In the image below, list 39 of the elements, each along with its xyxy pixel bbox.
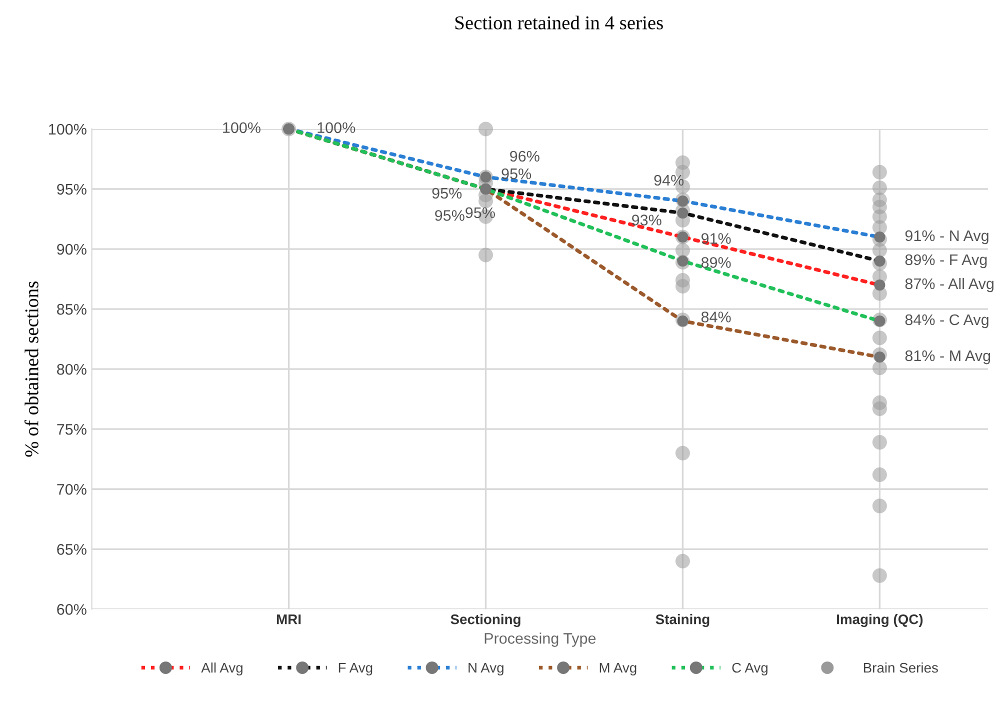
data-label: 95% xyxy=(466,207,495,218)
chart-title: Section retained in 4 series xyxy=(455,16,663,30)
y-tick-label: 60% xyxy=(57,604,86,615)
legend-label: F Avg xyxy=(338,662,372,676)
x-tick-label: Sectioning xyxy=(450,614,520,628)
y-axis-title: % of obtained sections xyxy=(24,281,38,457)
y-tick-label: 65% xyxy=(57,544,86,555)
data-label: 94% xyxy=(654,174,684,186)
y-tick-label: 70% xyxy=(57,484,86,495)
data-label: 89% xyxy=(701,257,731,268)
data-label: 89% - F Avg xyxy=(905,254,987,268)
x-tick-label: MRI xyxy=(276,614,301,624)
legend-label: All Avg xyxy=(201,662,242,676)
legend-label: Brain Series xyxy=(864,662,938,673)
y-tick-label: 95% xyxy=(57,184,86,195)
y-tick-label: 75% xyxy=(57,424,86,435)
x-tick-label: Imaging (QC) xyxy=(837,614,923,628)
y-tick-label: 85% xyxy=(57,304,86,315)
y-tick-label: 100% xyxy=(49,124,86,135)
data-label: 95% xyxy=(502,168,532,180)
x-axis-title: Processing Type xyxy=(484,632,596,647)
data-label: 91% - N Avg xyxy=(905,230,988,244)
data-label: 95% xyxy=(432,188,462,199)
data-label: 84% - C Avg xyxy=(905,314,988,328)
y-tick-label: 90% xyxy=(57,244,86,255)
data-label: 84% xyxy=(701,312,731,322)
data-label: 87% - All Avg xyxy=(905,278,994,292)
legend-label: N Avg xyxy=(468,662,504,676)
data-label: 91% xyxy=(701,233,731,244)
data-label: 96% xyxy=(510,150,540,162)
legend-label: M Avg xyxy=(600,662,636,676)
data-label: 81% - M Avg xyxy=(905,350,990,364)
x-tick-label: Staining xyxy=(656,614,710,628)
data-label: 95% xyxy=(435,210,464,221)
data-label: 100% xyxy=(318,122,356,134)
data-label: 93% xyxy=(632,214,662,226)
data-label: 100% xyxy=(223,122,260,134)
y-tick-label: 80% xyxy=(57,364,86,375)
legend-label: C Avg xyxy=(732,662,768,676)
